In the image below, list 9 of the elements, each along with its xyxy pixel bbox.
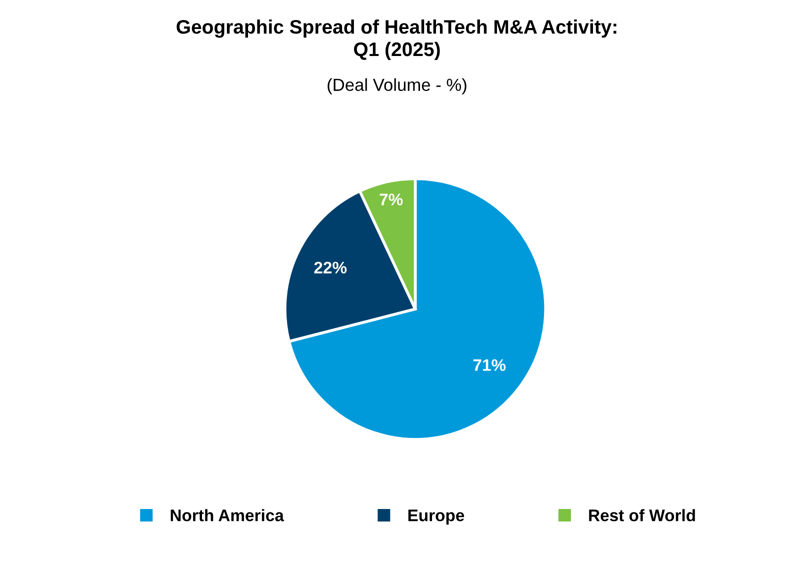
data-label: 7% [380,194,403,206]
data-label: 71% [473,359,506,371]
pie-slice [288,177,547,441]
legend-label: Europe [408,510,464,525]
legend-label: North America [170,509,284,522]
legend-label: Rest of World [589,509,695,522]
chart-title: Geographic Spread of HealthTech M&A Activity: Q1 (2025) [176,19,616,60]
chart-subtitle: (Deal Volume - %) [328,78,466,94]
data-label: 22% [314,262,347,274]
